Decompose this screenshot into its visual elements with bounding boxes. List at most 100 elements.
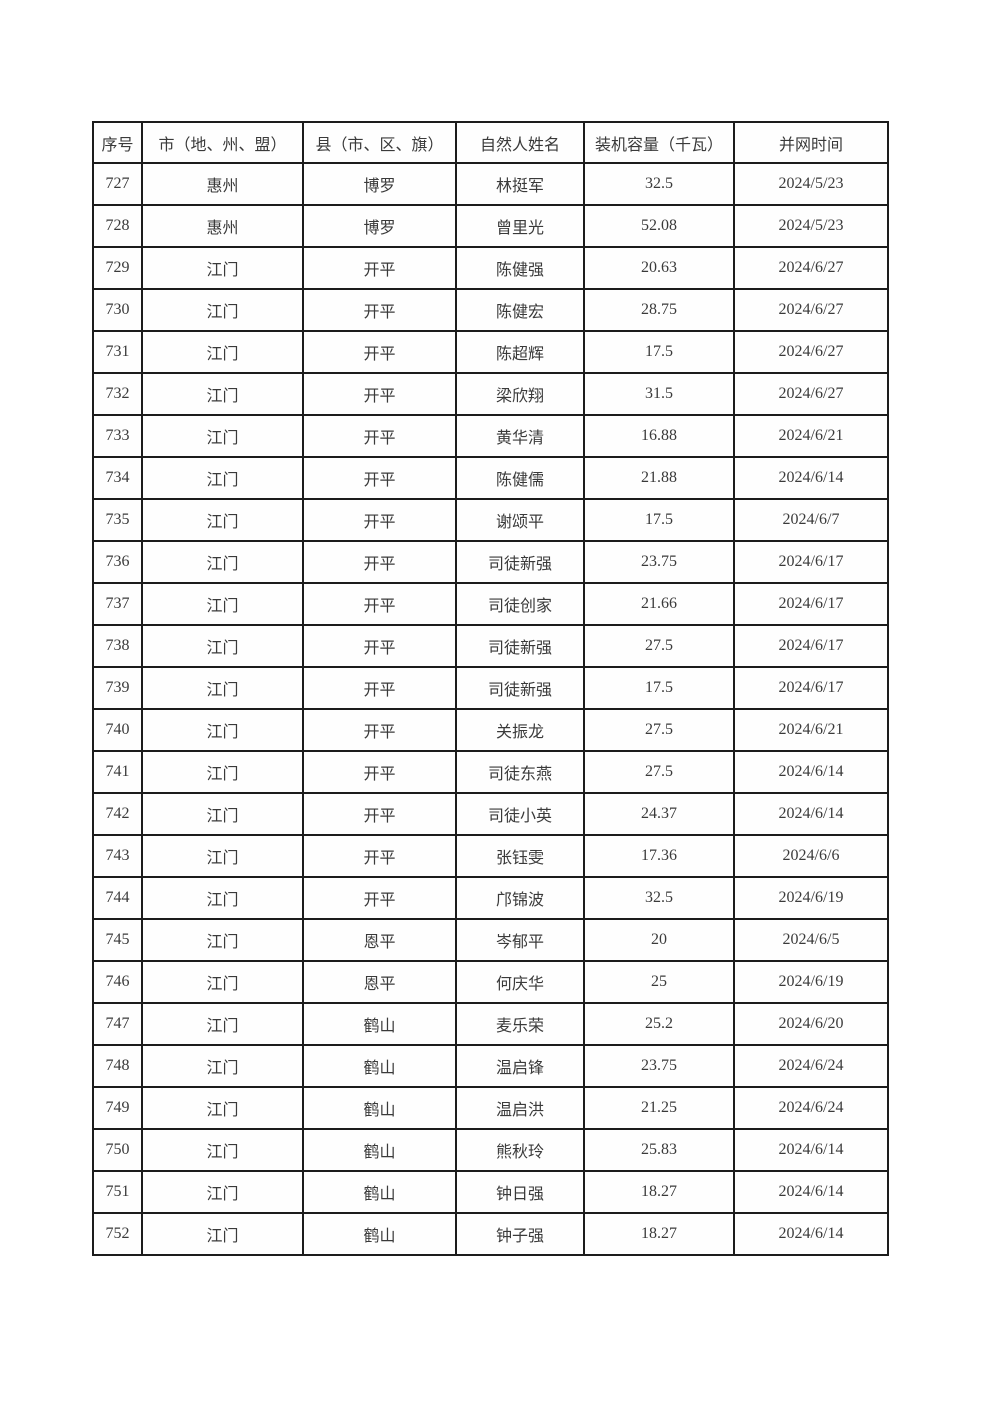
table-cell: 邝锦波: [455, 876, 585, 920]
table-cell: 742: [92, 792, 143, 836]
table-cell: 江门: [141, 708, 304, 752]
table-cell: 729: [92, 246, 143, 290]
table-cell: 钟日强: [455, 1170, 585, 1214]
table-cell: 江门: [141, 498, 304, 542]
table-cell: 28.75: [583, 288, 735, 332]
table-cell: 730: [92, 288, 143, 332]
table-cell: 25.2: [583, 1002, 735, 1046]
table-cell: 鹤山: [302, 1002, 457, 1046]
table-cell: 740: [92, 708, 143, 752]
table-cell: 2024/6/14: [733, 456, 889, 500]
table-row: 739 江门 开平 司徒新强 17.5 2024/6/17: [92, 666, 889, 710]
table-cell: 21.66: [583, 582, 735, 626]
table-cell: 23.75: [583, 1044, 735, 1088]
table-cell: 岑郁平: [455, 918, 585, 962]
table-row: 741 江门 开平 司徒东燕 27.5 2024/6/14: [92, 750, 889, 794]
table-cell: 鹤山: [302, 1086, 457, 1130]
table-row: 743 江门 开平 张钰雯 17.36 2024/6/6: [92, 834, 889, 878]
table-row: 733 江门 开平 黄华清 16.88 2024/6/21: [92, 414, 889, 458]
table-row: 732 江门 开平 梁欣翔 31.5 2024/6/27: [92, 372, 889, 416]
table-row: 730 江门 开平 陈健宏 28.75 2024/6/27: [92, 288, 889, 332]
table-cell: 2024/6/17: [733, 582, 889, 626]
table-header: 序号 市（地、州、盟） 县（市、区、旗） 自然人姓名 装机容量（千瓦） 并网时间: [92, 121, 889, 164]
table-cell: 741: [92, 750, 143, 794]
table-cell: 2024/6/19: [733, 960, 889, 1004]
table-cell: 731: [92, 330, 143, 374]
table-cell: 开平: [302, 540, 457, 584]
table-row: 727 惠州 博罗 林挺军 32.5 2024/5/23: [92, 162, 889, 206]
table-cell: 734: [92, 456, 143, 500]
table-cell: 25.83: [583, 1128, 735, 1172]
table-cell: 江门: [141, 582, 304, 626]
table-row: 746 江门 恩平 何庆华 25 2024/6/19: [92, 960, 889, 1004]
table-cell: 江门: [141, 792, 304, 836]
table-cell: 江门: [141, 372, 304, 416]
table-cell: 2024/6/21: [733, 414, 889, 458]
table-cell: 747: [92, 1002, 143, 1046]
table-cell: 2024/6/24: [733, 1044, 889, 1088]
table-cell: 司徒东燕: [455, 750, 585, 794]
table-cell: 732: [92, 372, 143, 416]
table-cell: 江门: [141, 330, 304, 374]
table-cell: 18.27: [583, 1212, 735, 1256]
table-cell: 司徒新强: [455, 540, 585, 584]
table-body: 727 惠州 博罗 林挺军 32.5 2024/5/23 728 惠州 博罗 曾里光 52.08 20…: [92, 162, 889, 1256]
table-row: 737 江门 开平 司徒创家 21.66 2024/6/17: [92, 582, 889, 626]
table-cell: 江门: [141, 288, 304, 332]
table-cell: 司徒新强: [455, 666, 585, 710]
table-cell: 745: [92, 918, 143, 962]
table-row: 752 江门 鹤山 钟子强 18.27 2024/6/14: [92, 1212, 889, 1256]
table-cell: 752: [92, 1212, 143, 1256]
table-cell: 735: [92, 498, 143, 542]
table-cell: 2024/6/24: [733, 1086, 889, 1130]
table-cell: 开平: [302, 246, 457, 290]
table-cell: 陈超辉: [455, 330, 585, 374]
column-header: 并网时间: [733, 121, 889, 164]
table-row: 747 江门 鹤山 麦乐荣 25.2 2024/6/20: [92, 1002, 889, 1046]
table-cell: 惠州: [141, 162, 304, 206]
table-cell: 鹤山: [302, 1044, 457, 1088]
table-cell: 17.36: [583, 834, 735, 878]
table-cell: 738: [92, 624, 143, 668]
table-cell: 江门: [141, 1170, 304, 1214]
table-cell: 江门: [141, 1128, 304, 1172]
table-row: 738 江门 开平 司徒新强 27.5 2024/6/17: [92, 624, 889, 668]
table-header-row: 序号 市（地、州、盟） 县（市、区、旗） 自然人姓名 装机容量（千瓦） 并网时间: [92, 121, 889, 164]
table-cell: 737: [92, 582, 143, 626]
table-cell: 733: [92, 414, 143, 458]
table-cell: 2024/6/21: [733, 708, 889, 752]
table-cell: 2024/6/14: [733, 1128, 889, 1172]
table-row: 740 江门 开平 关振龙 27.5 2024/6/21: [92, 708, 889, 752]
table-cell: 31.5: [583, 372, 735, 416]
table-cell: 开平: [302, 792, 457, 836]
table-row: 751 江门 鹤山 钟日强 18.27 2024/6/14: [92, 1170, 889, 1214]
table-cell: 江门: [141, 834, 304, 878]
table-cell: 张钰雯: [455, 834, 585, 878]
table-cell: 746: [92, 960, 143, 1004]
table-cell: 鹤山: [302, 1128, 457, 1172]
column-header: 自然人姓名: [455, 121, 585, 164]
table-cell: 陈健强: [455, 246, 585, 290]
table-cell: 749: [92, 1086, 143, 1130]
table-cell: 748: [92, 1044, 143, 1088]
table-cell: 黄华清: [455, 414, 585, 458]
table-cell: 2024/6/27: [733, 288, 889, 332]
table-cell: 何庆华: [455, 960, 585, 1004]
table-cell: 麦乐荣: [455, 1002, 585, 1046]
table-cell: 江门: [141, 246, 304, 290]
column-header: 序号: [92, 121, 143, 164]
table-cell: 江门: [141, 1002, 304, 1046]
table-cell: 2024/6/27: [733, 372, 889, 416]
table-cell: 2024/6/14: [733, 792, 889, 836]
table-cell: 熊秋玲: [455, 1128, 585, 1172]
table-cell: 江门: [141, 918, 304, 962]
table-cell: 开平: [302, 456, 457, 500]
table-cell: 司徒小英: [455, 792, 585, 836]
table-cell: 751: [92, 1170, 143, 1214]
table-cell: 司徒新强: [455, 624, 585, 668]
table-cell: 25: [583, 960, 735, 1004]
table-cell: 728: [92, 204, 143, 248]
table-cell: 32.5: [583, 162, 735, 206]
table-cell: 江门: [141, 666, 304, 710]
